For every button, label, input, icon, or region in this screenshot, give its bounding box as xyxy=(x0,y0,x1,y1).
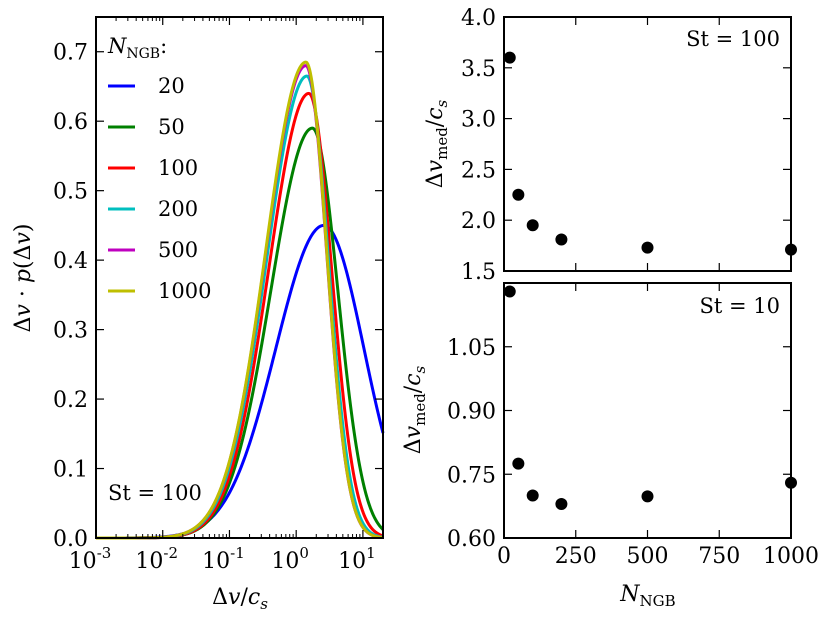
y-tick-label: 0.60 xyxy=(447,527,496,552)
median-st10-y-axis-label: Δvmed/cs xyxy=(401,365,429,454)
pdf-curves xyxy=(95,60,385,540)
pdf-axes-frame xyxy=(95,16,384,539)
x-tick-label: 250 xyxy=(555,544,597,569)
pdf-x-tick-label: 10-3 xyxy=(69,544,112,574)
pdf-x-tick-label: 100 xyxy=(271,544,309,574)
pdf-y-tick-label: 0.6 xyxy=(53,110,88,135)
x-tick-label: 750 xyxy=(698,544,740,569)
pdf-y-tick-label: 0.0 xyxy=(53,527,88,552)
pdf-x-tick-label: 10-1 xyxy=(202,544,245,574)
legend: NNGB: 20 50 100 200 500 1000 xyxy=(107,34,211,303)
legend-label-500: 500 xyxy=(158,238,198,262)
legend-label-100: 100 xyxy=(158,156,198,180)
median-st100-annotation: St = 100 xyxy=(686,27,780,51)
median-st10-points xyxy=(503,285,797,510)
pdf-annotation: St = 100 xyxy=(108,481,202,505)
x-tick-label: 1000 xyxy=(763,544,819,569)
median-st100-y-axis-label: Δvmed/cs xyxy=(423,99,451,188)
y-tick-label: 2.0 xyxy=(461,209,496,234)
data-point xyxy=(526,219,539,232)
legend-label-200: 200 xyxy=(158,197,198,221)
pdf-y-tick-label: 0.7 xyxy=(53,41,88,66)
median-st100-points xyxy=(503,51,797,256)
data-point xyxy=(555,498,568,510)
median-st10-annotation: St = 10 xyxy=(700,294,781,318)
y-tick-label: 2.5 xyxy=(461,158,496,183)
y-tick-label: 3.0 xyxy=(461,108,496,133)
legend-label-1000: 1000 xyxy=(158,279,211,303)
pdf-y-tick-label: 0.5 xyxy=(53,180,88,205)
pdf-x-tick-label: 10-2 xyxy=(135,544,178,574)
legend-label-20: 20 xyxy=(158,74,185,98)
data-point xyxy=(641,490,654,503)
y-tick-label: 1.5 xyxy=(461,260,496,285)
legend-label-50: 50 xyxy=(158,115,185,139)
data-point xyxy=(512,188,525,201)
y-tick-label: 4.0 xyxy=(461,6,496,31)
pdf-panel: 0.0 0.1 0.2 0.3 0.4 0.5 0.6 0.7 10-3 10-2 10-1 100 1… xyxy=(11,16,385,613)
legend-title: NNGB: xyxy=(107,34,167,62)
median-st100-axes-frame xyxy=(503,16,792,272)
y-tick-label: 1.05 xyxy=(447,336,496,361)
x-tick-label: 500 xyxy=(627,544,669,569)
data-point xyxy=(555,233,568,246)
pdf-x-tick-label: 101 xyxy=(338,544,376,574)
pdf-y-tick-label: 0.2 xyxy=(53,388,88,413)
median-st100-panel: 1.5 2.0 2.5 3.0 3.5 4.0 St = 100 Δvmed/cs xyxy=(423,6,797,285)
data-point xyxy=(641,241,654,254)
data-point xyxy=(503,51,516,64)
pdf-y-axis-label: Δv · p(Δv) xyxy=(11,224,36,333)
pdf-y-tick-label: 0.4 xyxy=(53,249,88,274)
median-st10-axes-frame xyxy=(503,282,792,539)
data-point xyxy=(526,489,539,502)
median-st10-ticks: 0.60 0.75 0.90 1.05 0 250 500 750 1000 xyxy=(447,283,819,569)
y-tick-label: 3.5 xyxy=(461,57,496,82)
median-st10-x-axis-label: NNGB xyxy=(619,582,675,610)
curve-ngb-50 xyxy=(95,126,385,540)
data-point xyxy=(503,285,516,298)
pdf-y-tick-label: 0.3 xyxy=(53,319,88,344)
y-tick-label: 0.90 xyxy=(447,400,496,425)
y-tick-label: 0.75 xyxy=(447,463,496,488)
data-point xyxy=(512,457,525,470)
x-tick-label: 0 xyxy=(497,544,511,569)
pdf-y-tick-label: 0.1 xyxy=(53,458,88,483)
median-st10-panel: 0.60 0.75 0.90 1.05 0 250 500 750 1000 St = 10 Δ… xyxy=(401,282,819,610)
pdf-x-axis-label: Δv/cs xyxy=(212,585,268,613)
